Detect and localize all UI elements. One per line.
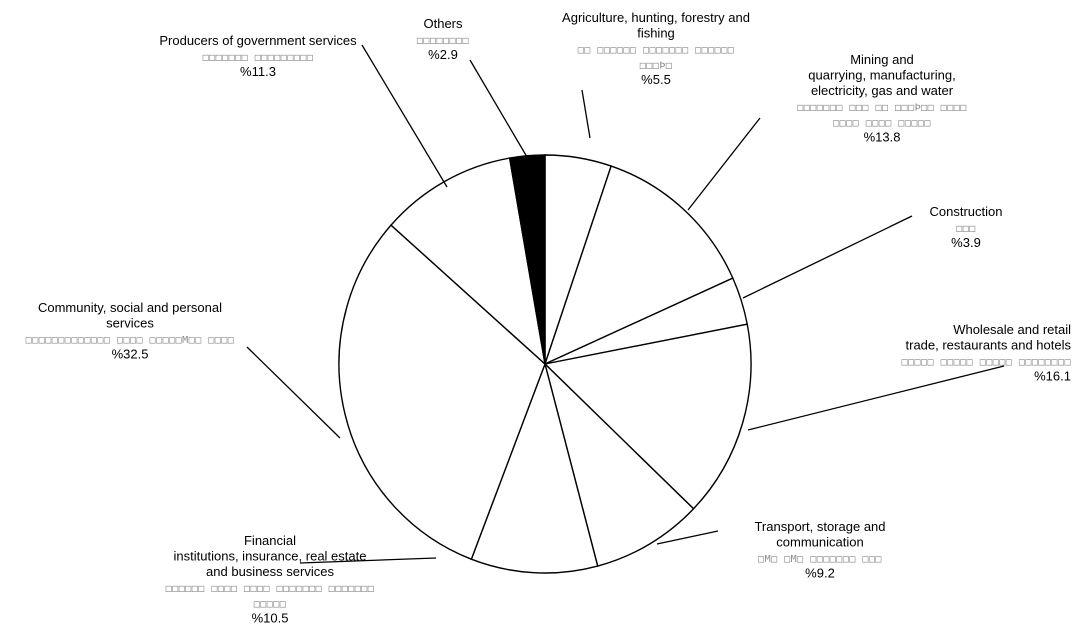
slice-label-local-script: □□□□ □□□□ □□□□□	[833, 118, 931, 129]
slice-label-line: Agriculture, hunting, forestry and	[562, 10, 750, 25]
slice-label-local-script: □□□□□ □□□□□ □□□□□ □□□□□□□□	[901, 357, 1071, 368]
slice-label-line: Community, social and personal	[38, 300, 222, 315]
slice-label-local-script: □□□□□□□ □□□□□□□□□	[203, 53, 314, 64]
slice-label-local-script: □□□□□□□□	[417, 36, 469, 47]
slice-label-local-script: □□□Þ□	[640, 61, 673, 72]
leader-line	[246, 346, 341, 439]
slice-label-local-script: □□□	[956, 224, 976, 235]
slice-value-label: %9.2	[805, 566, 835, 581]
slice-value-label: %16.1	[1034, 369, 1071, 384]
leader-line	[581, 89, 591, 139]
slice-label-line: Wholesale and retail	[953, 322, 1071, 337]
slice-label-local-script: □□□□□□□□□□□□□ □□□□ □□□□□M□□ □□□□	[26, 335, 235, 346]
pie-slice	[543, 165, 734, 366]
slice-label-local-script: □□ □□□□□□ □□□□□□□ □□□□□□	[578, 45, 735, 56]
slice-value-label: %10.5	[252, 611, 289, 626]
slice-value-label: %13.8	[864, 130, 901, 145]
slice-label-local-script: □□□□□□ □□□□ □□□□ □□□□□□□ □□□□□□□	[166, 584, 375, 595]
pie-slice	[338, 224, 546, 561]
slice-label-line: services	[106, 316, 154, 331]
slice-label: Producers of government services □□□□□□□ …	[159, 33, 357, 79]
slice-label-line: institutions, insurance, real estate	[174, 549, 367, 564]
leader-line	[747, 365, 1005, 431]
slice-label: Agriculture, hunting, forestry and fishin…	[562, 10, 750, 87]
leader-line	[361, 44, 448, 188]
slice-label-local-script: □M□ □M□ □□□□□□□ □□□	[758, 554, 882, 565]
slice-label: Construction □□□ %3.9	[930, 204, 1003, 250]
pie-slices	[338, 154, 752, 574]
leader-line	[656, 530, 719, 545]
slice-label: Community, social and personal services □□…	[26, 300, 235, 362]
pie-slice	[508, 154, 546, 365]
slice-value-label: %3.9	[951, 235, 981, 250]
slice-label: Financial institutions, insurance, real e…	[166, 533, 375, 626]
leader-lines	[246, 44, 1005, 564]
slice-label-line: electricity, gas and water	[811, 83, 954, 98]
slice-label: Others □□□□□□□□ %2.9	[417, 16, 469, 62]
slice-label-line: Transport, storage and	[754, 519, 885, 534]
pie-slice	[470, 361, 599, 574]
leader-line	[687, 117, 761, 211]
pie-slice	[543, 361, 695, 567]
slice-label-line: Others	[423, 16, 463, 31]
slice-label-line: and business services	[206, 564, 334, 579]
leader-line	[469, 59, 528, 158]
pie-slice	[543, 323, 752, 510]
slice-value-label: %32.5	[112, 347, 149, 362]
slice-label-line: Financial	[244, 533, 296, 548]
slice-label-line: Mining and	[850, 52, 914, 67]
slice-value-label: %5.5	[641, 72, 671, 87]
slice-label: Transport, storage and communication □M□ □…	[754, 519, 885, 581]
slice-value-label: %2.9	[428, 47, 458, 62]
slice-value-label: %11.3	[240, 64, 276, 79]
slice-label-local-script: □□□□□□□ □□□ □□ □□□Þ□□ □□□□	[797, 103, 967, 114]
slice-label: Mining and quarrying, manufacturing, elect…	[797, 52, 967, 145]
leader-line	[742, 215, 913, 299]
pie-slice	[390, 157, 547, 366]
slice-label-line: fishing	[637, 26, 675, 41]
slice-label-line: communication	[776, 535, 863, 550]
slice-label: Wholesale and retail trade, restaurants a…	[901, 322, 1071, 384]
slice-labels: Agriculture, hunting, forestry and fishin…	[26, 10, 1072, 626]
slice-label-line: Construction	[930, 204, 1003, 219]
slice-label-line: Producers of government services	[159, 33, 357, 48]
slice-label-local-script: □□□□□	[254, 599, 287, 610]
leader-line	[299, 557, 437, 564]
slice-label-line: quarrying, manufacturing,	[808, 68, 955, 83]
slice-label-line: trade, restaurants and hotels	[906, 338, 1072, 353]
